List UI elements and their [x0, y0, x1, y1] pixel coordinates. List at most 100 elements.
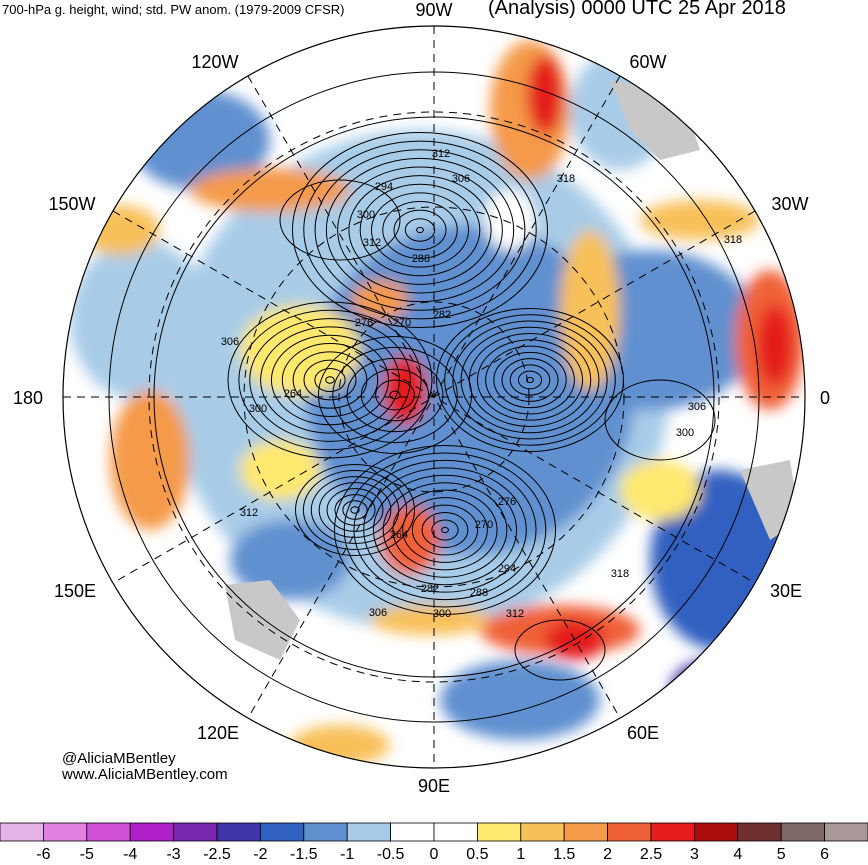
colorbar-label: 0 [429, 846, 439, 863]
height-contour [402, 497, 488, 563]
colorbar-swatch [43, 822, 88, 842]
map-boundary [62, 25, 806, 769]
colorbar-label: -1.5 [290, 846, 318, 863]
height-contour [360, 368, 430, 422]
credit-handle: @AliciaMBentley [62, 750, 176, 767]
lon-label-60w: 60W [629, 52, 666, 72]
colorbar-swatch [390, 822, 435, 842]
height-contour [370, 192, 470, 268]
map-subtitle: 700-hPa g. height, wind; std. PW anom. (… [2, 2, 345, 17]
height-contour [452, 320, 608, 440]
height-contour [238, 309, 422, 451]
height-contour [318, 482, 392, 538]
colorbar-swatch [476, 822, 522, 842]
height-contour [260, 326, 400, 434]
colorbar-swatch [607, 822, 652, 842]
colorbar-swatch [650, 822, 695, 842]
contour-label: 270 [393, 317, 411, 329]
height-contour [325, 157, 515, 303]
height-contour [292, 132, 548, 328]
colorbar-label: -6 [36, 846, 51, 863]
lon-label-0: 0 [820, 388, 830, 408]
height-contour [270, 334, 390, 426]
height-contour [460, 326, 600, 434]
colorbar-swatch [694, 822, 739, 842]
contour-labels: 312 306 294 318 300 312 288 276 270 282 306 264 300 3… [221, 148, 742, 620]
height-contour [332, 346, 458, 444]
contour-label: 300 [676, 427, 694, 439]
height-contour [249, 318, 411, 442]
colorbar-label: 4 [733, 846, 743, 863]
height-contour [404, 218, 436, 242]
land-patch [225, 580, 300, 660]
height-contour [318, 336, 472, 454]
colorbar-swatch [824, 822, 868, 842]
lon-label-120w: 120W [191, 52, 238, 72]
contour-label: 282 [433, 309, 451, 321]
lon-label-30e: 30E [770, 581, 802, 601]
height-contour [314, 367, 346, 393]
height-contour [382, 201, 458, 259]
height-contour [392, 489, 498, 571]
contour-label: 318 [557, 173, 575, 185]
colorbar [0, 822, 868, 842]
height-contour [444, 314, 616, 446]
height-contour [281, 343, 379, 417]
contour-label: 288 [470, 587, 488, 599]
height-contour [353, 459, 537, 601]
height-contour [303, 359, 357, 401]
colorbar-label: 6 [820, 846, 830, 863]
lon-label-150w: 150W [48, 194, 95, 214]
height-contour [485, 345, 575, 415]
lon-label-60e: 60E [627, 723, 659, 743]
height-contour [393, 209, 447, 251]
height-contour [303, 140, 537, 320]
height-contour [302, 470, 408, 550]
height-contour [476, 339, 584, 421]
graticule [63, 26, 805, 768]
colorbar-swatch [86, 822, 131, 842]
contour-label: 306 [369, 607, 387, 619]
contour-label: 270 [475, 519, 493, 531]
contour-label: 276 [498, 496, 516, 508]
contour-label: 300 [357, 209, 375, 221]
colorbar-label: 1 [516, 846, 526, 863]
contour-label: 294 [375, 181, 393, 193]
height-contour [310, 476, 400, 544]
colorbar-swatch [216, 822, 261, 842]
lon-label-30w: 30W [771, 194, 808, 214]
lon-label-90w: 90W [415, 0, 452, 20]
colorbar-label: 0.5 [466, 846, 489, 863]
colorbar-label: -0.5 [376, 846, 405, 863]
height-contour [227, 301, 433, 459]
height-contour [509, 364, 551, 396]
height-contour [382, 482, 508, 578]
colorbar-swatch [520, 822, 565, 842]
colorbar-label: 3 [689, 846, 699, 863]
colorbar-swatch [259, 822, 305, 842]
height-contour [325, 376, 335, 384]
colorbar-label: -5 [79, 846, 94, 863]
colorbar-swatch [737, 822, 782, 842]
height-contour [421, 512, 469, 548]
lon-label-120e: 120E [197, 723, 239, 743]
height-contour [295, 464, 415, 556]
colorbar-label: 2.5 [639, 846, 663, 863]
colorbar-swatch [129, 822, 174, 842]
contour-label: 312 [363, 237, 381, 249]
contour-label: 318 [611, 568, 629, 580]
lon-label-90e: 90E [418, 776, 450, 796]
contour-label: 312 [506, 608, 524, 620]
colorbar-swatch [173, 822, 218, 842]
height-contour [348, 175, 492, 285]
height-contour [346, 357, 444, 433]
colorbar-label: 5 [776, 846, 786, 863]
height-contour [337, 166, 503, 294]
lon-label-180: 180 [13, 388, 43, 408]
height-contour [389, 390, 401, 400]
contour-label: 306 [688, 401, 706, 413]
colorbar-label: -2 [253, 846, 268, 863]
height-contour [372, 474, 518, 586]
colorbar-label: -1 [340, 846, 355, 863]
height-contour [416, 226, 424, 234]
